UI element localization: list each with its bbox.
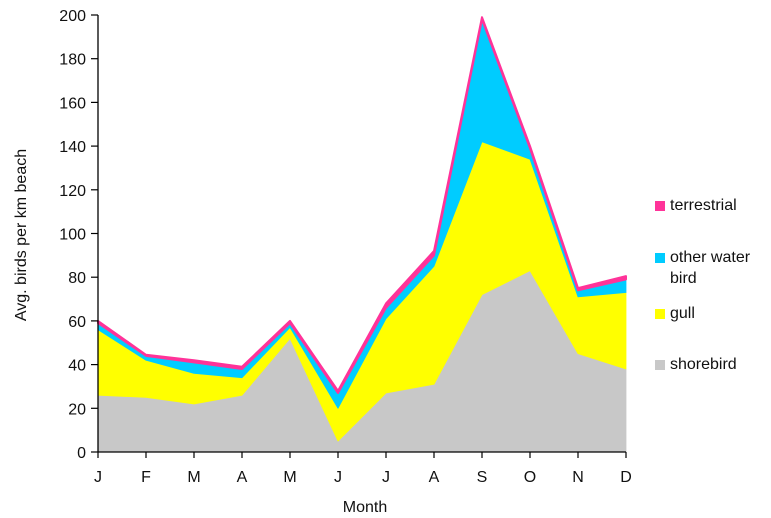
y-tick-label: 140 [59,139,86,156]
x-tick-label: F [141,469,151,486]
x-tick-label: A [429,469,440,486]
y-tick-label: 60 [68,314,86,331]
y-tick-label: 100 [59,227,86,244]
legend-label-terrestrial: terrestrial [670,197,737,214]
y-tick-label: 120 [59,183,86,200]
y-tick-label: 0 [77,445,86,462]
legend-label-shorebird: shorebird [670,356,737,373]
legend-label-other-water-bird: other water bird [670,249,751,287]
series-areas [97,16,627,453]
x-tick-label: M [283,469,296,486]
legend-swatch-gull [655,309,665,319]
x-tick-label: A [237,469,248,486]
x-axis-title: Month [343,499,387,516]
y-tick-label: 180 [59,52,86,69]
legend: terrestrial other water bird gull shorebird [655,197,751,373]
y-tick-label: 80 [68,270,86,287]
legend-label-gull: gull [670,305,695,322]
x-tick-label: S [477,469,488,486]
x-tick-label: J [94,469,102,486]
x-tick-label: O [524,469,536,486]
y-tick-label: 20 [68,401,86,418]
x-tick-label: D [620,469,632,486]
area-terrestrial [97,16,627,394]
y-axis-title: Avg. birds per km beach [13,149,30,321]
legend-swatch-shorebird [655,360,665,370]
legend-swatch-terrestrial [655,201,665,211]
x-tick-label: N [572,469,584,486]
y-tick-label: 160 [59,95,86,112]
y-tick-label: 40 [68,358,86,375]
x-tick-label: M [187,469,200,486]
y-axis-ticks: 0 20 40 60 80 100 120 140 160 180 200 [59,8,98,462]
legend-swatch-other-water-bird [655,253,665,263]
x-tick-label: J [334,469,342,486]
y-tick-label: 200 [59,8,86,25]
x-tick-label: J [382,469,390,486]
